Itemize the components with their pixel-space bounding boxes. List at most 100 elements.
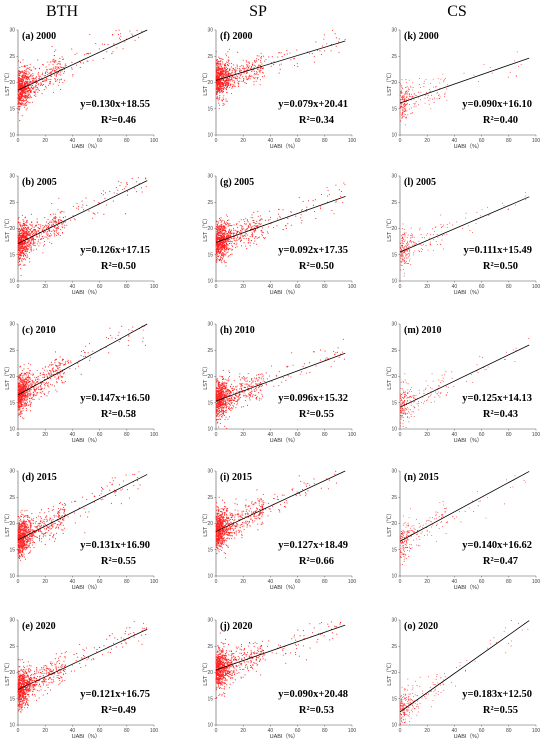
data-point bbox=[28, 363, 30, 365]
data-point bbox=[54, 673, 56, 675]
data-point bbox=[23, 401, 25, 403]
data-point bbox=[21, 554, 23, 556]
data-point bbox=[42, 520, 44, 522]
data-point bbox=[21, 373, 23, 375]
data-point bbox=[51, 373, 53, 375]
data-point bbox=[26, 525, 28, 527]
data-point bbox=[29, 684, 32, 686]
data-point bbox=[47, 508, 49, 510]
data-point bbox=[132, 35, 134, 37]
data-point bbox=[28, 680, 30, 682]
data-point bbox=[27, 96, 29, 99]
data-point bbox=[30, 75, 32, 77]
data-point bbox=[20, 390, 23, 393]
data-point bbox=[46, 395, 48, 397]
data-point bbox=[85, 647, 87, 649]
data-point bbox=[107, 651, 109, 653]
data-point bbox=[60, 229, 62, 231]
data-point bbox=[58, 668, 60, 670]
data-point bbox=[53, 385, 56, 387]
data-point bbox=[22, 70, 24, 72]
data-point bbox=[29, 102, 31, 104]
data-point bbox=[87, 516, 89, 518]
data-point bbox=[26, 543, 28, 545]
data-point bbox=[21, 248, 23, 250]
y-tick-label: 25 bbox=[9, 644, 15, 650]
data-point bbox=[20, 411, 22, 413]
data-point bbox=[59, 79, 61, 81]
data-point bbox=[25, 681, 27, 683]
data-point bbox=[30, 535, 32, 538]
data-point bbox=[28, 374, 30, 376]
y-tick-label: 25 bbox=[9, 54, 15, 60]
x-tick-label: 0 bbox=[17, 284, 20, 290]
data-point bbox=[53, 68, 55, 70]
data-point bbox=[102, 194, 104, 196]
data-point bbox=[46, 236, 48, 238]
data-point bbox=[25, 692, 27, 694]
data-point bbox=[30, 669, 32, 672]
data-point bbox=[127, 190, 129, 193]
data-point bbox=[19, 120, 21, 122]
data-point bbox=[18, 413, 20, 415]
data-point bbox=[26, 219, 28, 221]
data-point bbox=[24, 102, 26, 104]
data-point bbox=[231, 69, 233, 71]
data-point bbox=[25, 248, 27, 250]
data-point bbox=[26, 97, 28, 100]
data-point bbox=[55, 358, 57, 360]
regression-equation: y=0.147x+16.50 bbox=[80, 393, 150, 404]
data-point bbox=[51, 665, 53, 667]
data-point bbox=[23, 678, 26, 680]
data-point bbox=[19, 61, 22, 63]
data-point bbox=[21, 382, 24, 384]
data-point bbox=[55, 60, 57, 62]
data-point bbox=[36, 670, 38, 672]
data-point bbox=[35, 81, 37, 84]
data-point bbox=[50, 532, 52, 534]
data-point bbox=[49, 81, 51, 83]
data-point bbox=[18, 705, 20, 707]
data-point bbox=[25, 700, 28, 702]
data-point bbox=[255, 73, 257, 75]
data-point bbox=[27, 688, 29, 690]
data-point bbox=[46, 532, 48, 534]
data-point bbox=[57, 677, 59, 679]
data-point bbox=[31, 522, 33, 524]
data-point bbox=[23, 94, 25, 96]
data-point bbox=[48, 373, 50, 375]
data-point bbox=[21, 241, 23, 243]
data-point bbox=[124, 41, 126, 43]
data-point bbox=[41, 84, 43, 86]
data-point bbox=[20, 229, 22, 231]
data-point bbox=[23, 556, 26, 558]
data-point bbox=[30, 389, 32, 391]
data-point bbox=[51, 662, 53, 664]
data-point bbox=[44, 387, 46, 389]
data-point bbox=[26, 541, 28, 544]
data-point bbox=[59, 63, 61, 66]
data-point bbox=[25, 251, 27, 253]
data-point bbox=[138, 36, 140, 38]
data-point bbox=[18, 376, 20, 378]
data-point bbox=[17, 540, 19, 542]
data-point bbox=[38, 671, 40, 673]
x-tick-label: 40 bbox=[268, 138, 274, 144]
data-point bbox=[25, 395, 27, 397]
y-tick-label: 30 bbox=[9, 174, 15, 180]
data-point bbox=[54, 80, 57, 82]
data-point bbox=[26, 404, 28, 406]
data-point bbox=[25, 379, 27, 381]
data-point bbox=[24, 704, 26, 706]
data-point bbox=[21, 102, 23, 104]
data-point bbox=[60, 376, 62, 378]
data-point bbox=[20, 691, 22, 693]
data-point bbox=[58, 516, 60, 518]
data-point bbox=[34, 242, 36, 244]
data-point bbox=[106, 638, 108, 640]
data-point bbox=[127, 344, 129, 347]
data-point bbox=[36, 669, 38, 671]
data-point bbox=[344, 39, 346, 41]
data-point bbox=[28, 83, 30, 85]
data-point bbox=[79, 66, 81, 69]
